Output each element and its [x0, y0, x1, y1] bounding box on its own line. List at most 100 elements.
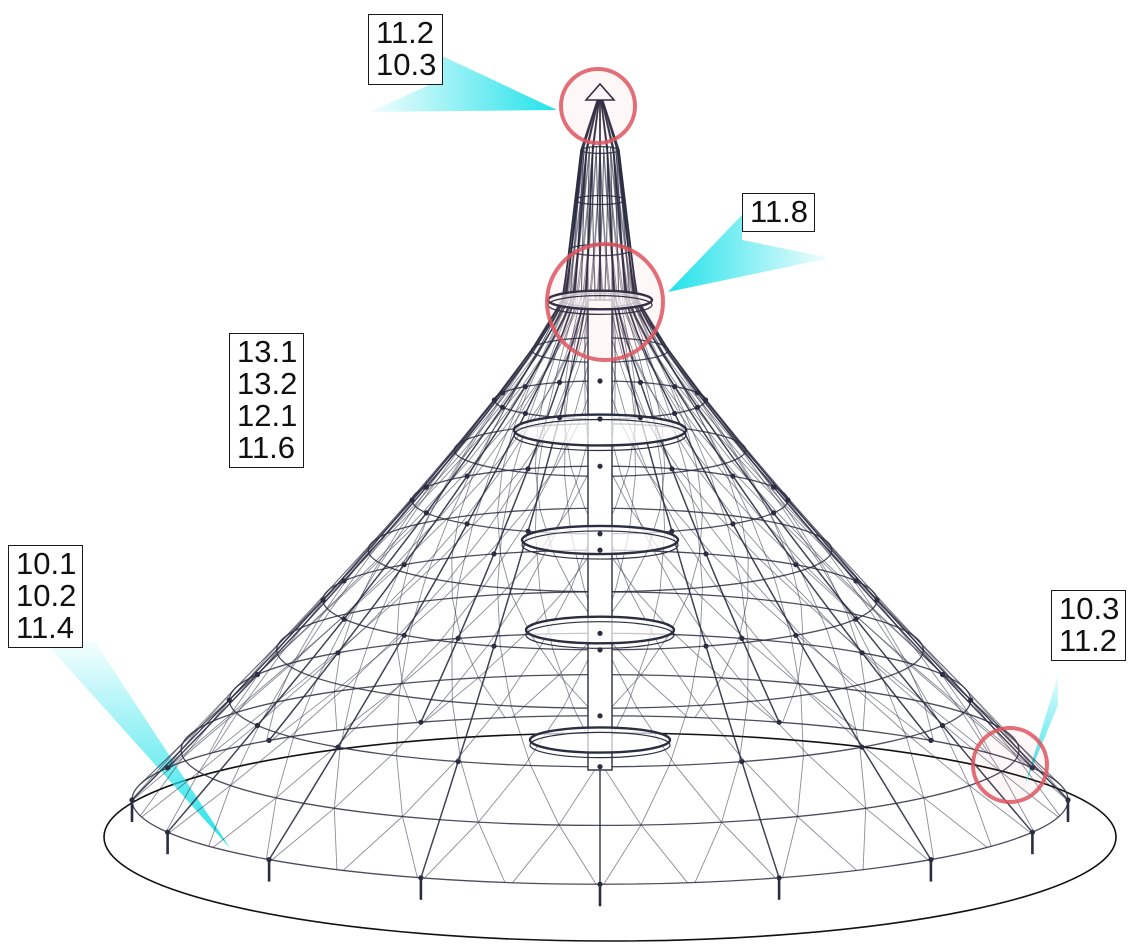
net-knot [637, 415, 644, 421]
net-knot [597, 713, 603, 719]
net-knot [771, 510, 777, 516]
net-knot [703, 397, 709, 403]
net-diagonal [265, 151, 583, 742]
net-platform [512, 413, 688, 447]
net-knot [669, 528, 675, 534]
highlight-ring-base-right [971, 726, 1049, 804]
net-knot [320, 597, 326, 603]
label-text: 10.2 [16, 578, 77, 613]
net-knot [939, 722, 946, 729]
net-knot [793, 562, 799, 568]
net-knot [557, 415, 563, 421]
net-knot [939, 671, 946, 678]
net-diagonal [131, 153, 594, 802]
net-diagonal [168, 146, 601, 768]
net-platform [528, 726, 672, 754]
net-diagonal [599, 146, 1032, 768]
callout-top [370, 55, 557, 112]
net-knot [597, 531, 603, 537]
net-diagonal [451, 150, 582, 883]
net-knot [597, 463, 603, 469]
net-knot [730, 521, 736, 527]
net-diagonal [595, 146, 988, 753]
net-knot [703, 643, 709, 649]
net-diagonal [212, 146, 605, 753]
net-knot [785, 497, 791, 503]
label-base-left: 10.1 10.2 11.4 [8, 545, 84, 648]
net-diagonal [612, 147, 1035, 832]
net-knot [525, 466, 531, 472]
net-knot [968, 697, 974, 703]
net-knot [672, 410, 678, 416]
net-knot [455, 635, 461, 642]
net-knot [418, 719, 424, 725]
net-diagonal [617, 148, 935, 860]
net-diagonal [271, 153, 608, 861]
net-diagonal [617, 151, 935, 742]
net-knot [491, 551, 497, 557]
net-knot [409, 497, 415, 503]
net-diagonal [131, 146, 594, 800]
net-knot [557, 379, 563, 385]
net-diagonal [618, 149, 867, 870]
net-knot [597, 647, 603, 653]
net-diagonal [615, 151, 992, 755]
label-text: 10.3 [1059, 591, 1120, 626]
net-knot [694, 390, 701, 396]
net-diagonal [599, 153, 1032, 834]
label-text: 11.4 [16, 610, 75, 645]
net-knot [491, 643, 497, 649]
net-knot [730, 473, 736, 479]
net-knot [597, 764, 603, 770]
net-diagonal [497, 151, 597, 885]
net-knot [464, 521, 470, 527]
label-text: 12.1 [237, 398, 298, 433]
label-text: 11.6 [237, 430, 296, 465]
net-knot [266, 737, 272, 744]
net-knot [597, 378, 603, 384]
net-knot [401, 632, 407, 638]
rope-net [129, 82, 1071, 907]
net-knot [423, 484, 429, 490]
label-top: 11.2 10.3 [368, 14, 444, 85]
net-knot [335, 650, 341, 656]
label-base-right: 10.3 11.2 [1051, 590, 1127, 661]
net-knot [597, 416, 603, 422]
net-knot [423, 510, 429, 516]
net-knot [254, 671, 261, 678]
net-platform-edge [529, 731, 671, 759]
apex-cap [584, 82, 616, 101]
net-knot [739, 635, 745, 642]
net-knot [499, 390, 506, 396]
net-diagonal [618, 149, 749, 718]
net-diagonal [606, 146, 1069, 800]
net-knot [859, 744, 865, 750]
net-diagonal [165, 147, 588, 832]
net-knot [859, 650, 865, 656]
net-knot [401, 562, 407, 568]
net-diagonal [168, 153, 601, 834]
net-knot [254, 722, 261, 729]
net-diagonal [595, 153, 988, 848]
net-knot [455, 759, 461, 765]
net-diagonal [139, 147, 590, 817]
callout-upper-ring [668, 215, 830, 292]
net-knot [928, 737, 934, 744]
net-diagonal [606, 153, 1069, 802]
net-knot [771, 484, 777, 490]
net-knot [637, 379, 644, 385]
net-knot [464, 473, 470, 479]
net-knot [341, 616, 347, 622]
highlight-ring-upper [545, 242, 665, 362]
net-knot [522, 384, 529, 390]
net-diagonal [141, 146, 597, 784]
net-knot [597, 547, 603, 553]
label-text: 13.1 [237, 334, 298, 369]
net-knot [853, 578, 859, 584]
net-knot [491, 397, 497, 403]
net-platform [524, 615, 676, 645]
net-knot [776, 719, 782, 725]
net-knot [165, 765, 171, 771]
label-middle-left: 13.1 13.2 12.1 11.6 [229, 333, 305, 468]
net-knot [499, 404, 506, 410]
